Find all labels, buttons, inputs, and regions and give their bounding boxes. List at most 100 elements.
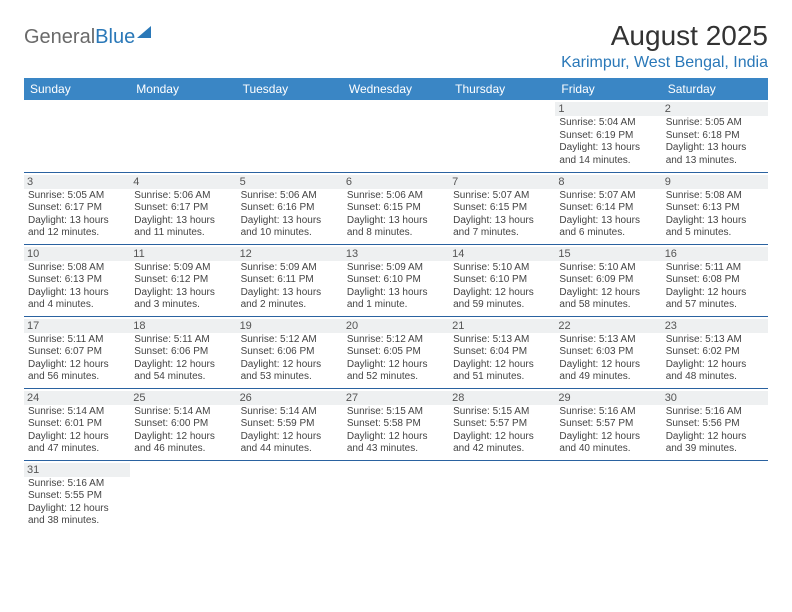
calendar-day-cell: 17Sunrise: 5:11 AMSunset: 6:07 PMDayligh… (24, 316, 130, 388)
weekday-header: Monday (130, 78, 236, 100)
day-info: Sunrise: 5:10 AMSunset: 6:10 PMDaylight:… (453, 262, 551, 312)
daylight-text: Daylight: 12 hours and 40 minutes. (559, 431, 657, 456)
page-subtitle: Karimpur, West Bengal, India (561, 54, 768, 72)
sunrise-text: Sunrise: 5:11 AM (28, 334, 126, 347)
title-block: August 2025 Karimpur, West Bengal, India (561, 20, 768, 72)
sunset-text: Sunset: 6:09 PM (559, 274, 657, 287)
day-number: 15 (555, 247, 661, 261)
calendar-day-cell: 26Sunrise: 5:14 AMSunset: 5:59 PMDayligh… (237, 388, 343, 460)
sunset-text: Sunset: 5:57 PM (453, 418, 551, 431)
day-info: Sunrise: 5:12 AMSunset: 6:05 PMDaylight:… (347, 334, 445, 384)
daylight-text: Daylight: 12 hours and 49 minutes. (559, 359, 657, 384)
daylight-text: Daylight: 12 hours and 57 minutes. (666, 287, 764, 312)
sunset-text: Sunset: 6:15 PM (453, 202, 551, 215)
day-info: Sunrise: 5:09 AMSunset: 6:12 PMDaylight:… (134, 262, 232, 312)
sunrise-text: Sunrise: 5:15 AM (347, 406, 445, 419)
sunrise-text: Sunrise: 5:08 AM (666, 190, 764, 203)
calendar-day-cell: 30Sunrise: 5:16 AMSunset: 5:56 PMDayligh… (662, 388, 768, 460)
day-info: Sunrise: 5:11 AMSunset: 6:08 PMDaylight:… (666, 262, 764, 312)
calendar-week-row: 10Sunrise: 5:08 AMSunset: 6:13 PMDayligh… (24, 244, 768, 316)
day-info: Sunrise: 5:15 AMSunset: 5:57 PMDaylight:… (453, 406, 551, 456)
day-number: 12 (237, 247, 343, 261)
sunset-text: Sunset: 6:05 PM (347, 346, 445, 359)
calendar-week-row: 24Sunrise: 5:14 AMSunset: 6:01 PMDayligh… (24, 388, 768, 460)
sunrise-text: Sunrise: 5:11 AM (134, 334, 232, 347)
daylight-text: Daylight: 12 hours and 43 minutes. (347, 431, 445, 456)
day-number: 8 (555, 175, 661, 189)
day-number: 13 (343, 247, 449, 261)
daylight-text: Daylight: 12 hours and 44 minutes. (241, 431, 339, 456)
calendar-week-row: 3Sunrise: 5:05 AMSunset: 6:17 PMDaylight… (24, 172, 768, 244)
daylight-text: Daylight: 12 hours and 54 minutes. (134, 359, 232, 384)
sunset-text: Sunset: 6:01 PM (28, 418, 126, 431)
sunrise-text: Sunrise: 5:07 AM (559, 190, 657, 203)
calendar-day-cell: 7Sunrise: 5:07 AMSunset: 6:15 PMDaylight… (449, 172, 555, 244)
day-number: 29 (555, 391, 661, 405)
day-number: 20 (343, 319, 449, 333)
day-info: Sunrise: 5:15 AMSunset: 5:58 PMDaylight:… (347, 406, 445, 456)
day-info: Sunrise: 5:07 AMSunset: 6:14 PMDaylight:… (559, 190, 657, 240)
sunrise-text: Sunrise: 5:05 AM (28, 190, 126, 203)
daylight-text: Daylight: 13 hours and 14 minutes. (559, 142, 657, 167)
weekday-header: Wednesday (343, 78, 449, 100)
sunrise-text: Sunrise: 5:12 AM (347, 334, 445, 347)
calendar-day-cell: 29Sunrise: 5:16 AMSunset: 5:57 PMDayligh… (555, 388, 661, 460)
sunset-text: Sunset: 6:17 PM (28, 202, 126, 215)
daylight-text: Daylight: 13 hours and 10 minutes. (241, 215, 339, 240)
calendar-table: SundayMondayTuesdayWednesdayThursdayFrid… (24, 78, 768, 532)
calendar-day-cell: 19Sunrise: 5:12 AMSunset: 6:06 PMDayligh… (237, 316, 343, 388)
calendar-day-cell (343, 100, 449, 172)
sunrise-text: Sunrise: 5:14 AM (28, 406, 126, 419)
calendar-week-row: 31Sunrise: 5:16 AMSunset: 5:55 PMDayligh… (24, 460, 768, 532)
calendar-day-cell (449, 460, 555, 532)
logo-text-general: General (24, 26, 95, 49)
header-row: GeneralBlue August 2025 Karimpur, West B… (24, 20, 768, 72)
daylight-text: Daylight: 13 hours and 13 minutes. (666, 142, 764, 167)
calendar-day-cell: 31Sunrise: 5:16 AMSunset: 5:55 PMDayligh… (24, 460, 130, 532)
sunset-text: Sunset: 5:55 PM (28, 490, 126, 503)
daylight-text: Daylight: 12 hours and 58 minutes. (559, 287, 657, 312)
day-info: Sunrise: 5:14 AMSunset: 5:59 PMDaylight:… (241, 406, 339, 456)
day-info: Sunrise: 5:09 AMSunset: 6:10 PMDaylight:… (347, 262, 445, 312)
day-number: 19 (237, 319, 343, 333)
sunrise-text: Sunrise: 5:10 AM (559, 262, 657, 275)
day-info: Sunrise: 5:14 AMSunset: 6:00 PMDaylight:… (134, 406, 232, 456)
daylight-text: Daylight: 12 hours and 47 minutes. (28, 431, 126, 456)
calendar-day-cell (130, 100, 236, 172)
day-info: Sunrise: 5:13 AMSunset: 6:03 PMDaylight:… (559, 334, 657, 384)
sunrise-text: Sunrise: 5:11 AM (666, 262, 764, 275)
daylight-text: Daylight: 12 hours and 52 minutes. (347, 359, 445, 384)
calendar-day-cell (343, 460, 449, 532)
sunset-text: Sunset: 6:14 PM (559, 202, 657, 215)
daylight-text: Daylight: 12 hours and 38 minutes. (28, 503, 126, 528)
calendar-day-cell: 23Sunrise: 5:13 AMSunset: 6:02 PMDayligh… (662, 316, 768, 388)
sunrise-text: Sunrise: 5:06 AM (347, 190, 445, 203)
day-info: Sunrise: 5:10 AMSunset: 6:09 PMDaylight:… (559, 262, 657, 312)
sunset-text: Sunset: 6:07 PM (28, 346, 126, 359)
day-number: 9 (662, 175, 768, 189)
daylight-text: Daylight: 13 hours and 2 minutes. (241, 287, 339, 312)
sunset-text: Sunset: 6:06 PM (134, 346, 232, 359)
daylight-text: Daylight: 12 hours and 48 minutes. (666, 359, 764, 384)
weekday-header: Saturday (662, 78, 768, 100)
calendar-day-cell: 13Sunrise: 5:09 AMSunset: 6:10 PMDayligh… (343, 244, 449, 316)
sunset-text: Sunset: 6:10 PM (347, 274, 445, 287)
sunset-text: Sunset: 6:16 PM (241, 202, 339, 215)
calendar-day-cell: 9Sunrise: 5:08 AMSunset: 6:13 PMDaylight… (662, 172, 768, 244)
calendar-body: 1Sunrise: 5:04 AMSunset: 6:19 PMDaylight… (24, 100, 768, 532)
logo-triangle-icon (137, 26, 151, 38)
day-number: 16 (662, 247, 768, 261)
day-info: Sunrise: 5:06 AMSunset: 6:17 PMDaylight:… (134, 190, 232, 240)
calendar-day-cell: 15Sunrise: 5:10 AMSunset: 6:09 PMDayligh… (555, 244, 661, 316)
sunset-text: Sunset: 6:11 PM (241, 274, 339, 287)
calendar-day-cell: 18Sunrise: 5:11 AMSunset: 6:06 PMDayligh… (130, 316, 236, 388)
calendar-page: GeneralBlue August 2025 Karimpur, West B… (0, 0, 792, 542)
day-info: Sunrise: 5:14 AMSunset: 6:01 PMDaylight:… (28, 406, 126, 456)
day-info: Sunrise: 5:16 AMSunset: 5:56 PMDaylight:… (666, 406, 764, 456)
daylight-text: Daylight: 13 hours and 4 minutes. (28, 287, 126, 312)
sunset-text: Sunset: 5:56 PM (666, 418, 764, 431)
day-number: 27 (343, 391, 449, 405)
calendar-day-cell: 3Sunrise: 5:05 AMSunset: 6:17 PMDaylight… (24, 172, 130, 244)
sunrise-text: Sunrise: 5:09 AM (241, 262, 339, 275)
sunrise-text: Sunrise: 5:08 AM (28, 262, 126, 275)
